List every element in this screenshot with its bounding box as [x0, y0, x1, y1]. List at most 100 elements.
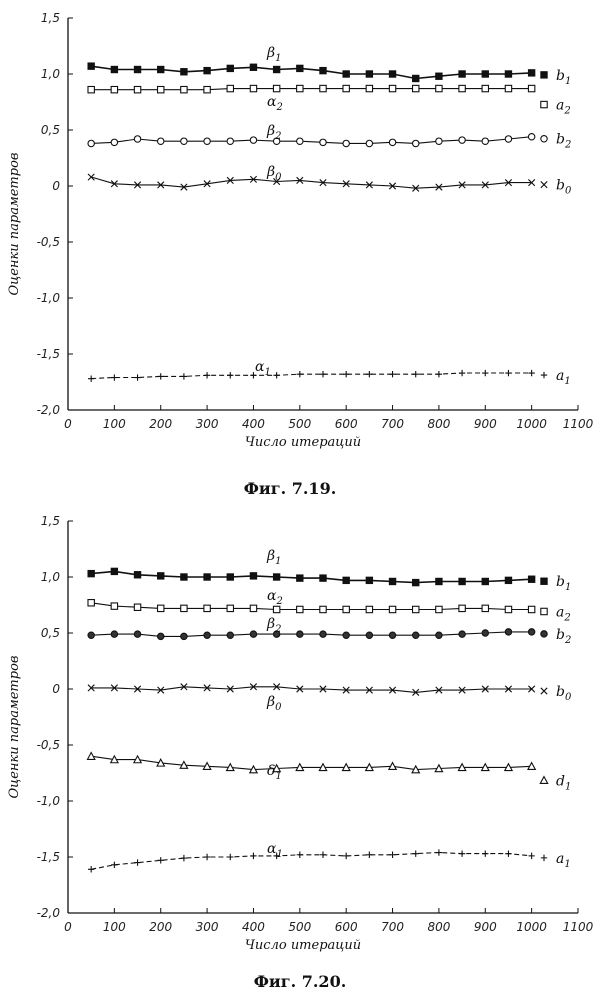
legend-marker-a2: [540, 100, 548, 109]
legend-label-a2: a2: [556, 604, 571, 623]
data-point-a2: [87, 599, 95, 607]
data-point-b1: [249, 63, 258, 71]
data-point-b1: [87, 62, 95, 70]
data-point-b0: [87, 684, 95, 692]
data-point-b0: [342, 180, 350, 188]
data-point-a1: [389, 370, 396, 378]
data-point-b2: [180, 137, 188, 145]
data-point-b2: [527, 132, 536, 141]
series-name-b1: β1: [266, 548, 281, 567]
data-point-b0: [157, 181, 165, 189]
data-point-a2: [504, 84, 513, 93]
data-point-a2: [272, 84, 281, 93]
data-point-b0: [435, 686, 443, 694]
x-tick-label: 1000: [516, 920, 547, 934]
data-point-b2: [272, 630, 281, 638]
data-point-b0: [110, 180, 118, 188]
data-point-b0: [528, 685, 536, 693]
data-point-d1: [503, 762, 514, 772]
legend-label-a1: a1: [556, 851, 571, 870]
data-point-b1: [435, 577, 443, 586]
data-point-a1: [435, 849, 443, 856]
data-point-a2: [203, 85, 211, 94]
figure-caption: Фиг. 7.20.: [254, 972, 347, 991]
y-tick-label: -2,0: [37, 403, 61, 417]
series-b2: β2 b2: [87, 123, 571, 151]
data-point-a1: [203, 372, 211, 379]
data-point-b2: [388, 138, 397, 147]
data-point-b0: [87, 173, 95, 181]
data-point-b1: [249, 572, 258, 580]
data-point-d1: [527, 761, 537, 771]
legend-label-b0: b0: [556, 178, 572, 197]
series-a1: α1 a1: [87, 359, 571, 387]
data-point-a2: [435, 605, 443, 614]
data-point-b0: [388, 182, 397, 190]
legend-label-b1: b1: [556, 68, 571, 87]
data-point-a2: [504, 605, 513, 614]
data-point-b2: [365, 631, 374, 639]
data-point-b0: [319, 179, 327, 187]
data-point-d1: [202, 761, 212, 771]
data-point-b0: [133, 685, 142, 693]
data-point-a1: [342, 852, 350, 860]
data-point-b2: [527, 628, 536, 636]
data-point-b1: [481, 577, 489, 586]
y-tick-label: -2,0: [37, 906, 61, 920]
data-point-b2: [249, 630, 258, 638]
data-point-a1: [458, 369, 466, 377]
y-axis-title: Оценки параметров: [7, 656, 22, 799]
data-point-b0: [226, 176, 234, 184]
data-point-b1: [203, 66, 211, 75]
series-d1: δ1 d1: [86, 751, 571, 792]
data-point-b1: [226, 64, 234, 73]
data-point-a2: [296, 605, 304, 614]
data-point-b0: [342, 686, 350, 694]
data-point-b2: [272, 137, 281, 145]
data-point-d1: [364, 762, 374, 772]
legend-label-d1: d1: [556, 773, 571, 792]
data-point-b0: [319, 685, 327, 693]
data-point-b0: [203, 684, 211, 692]
data-point-b1: [133, 571, 142, 579]
data-point-b2: [133, 630, 142, 638]
x-tick-label: 0: [64, 920, 72, 934]
data-point-a1: [319, 851, 327, 858]
data-point-d1: [341, 762, 351, 772]
legend-label-b2: b2: [556, 132, 571, 151]
legend-marker-b1: [540, 71, 548, 79]
data-point-b2: [319, 630, 327, 638]
data-point-b0: [249, 175, 258, 183]
data-point-b0: [296, 176, 304, 184]
data-point-b0: [412, 688, 420, 696]
series-a1: α1 a1: [87, 841, 571, 873]
series-b2: β2 b2: [87, 616, 571, 646]
data-point-b2: [226, 631, 235, 639]
data-point-a1: [319, 370, 327, 378]
data-point-b1: [481, 70, 489, 78]
data-point-b2: [481, 629, 490, 637]
data-point-b1: [342, 576, 350, 585]
data-point-b0: [365, 181, 373, 189]
data-point-a2: [272, 605, 281, 614]
data-point-b1: [296, 574, 304, 582]
data-point-b2: [411, 631, 420, 639]
data-point-a2: [203, 604, 211, 613]
data-point-a2: [133, 603, 142, 611]
data-point-a1: [111, 374, 118, 381]
data-point-b2: [435, 137, 443, 145]
data-point-b2: [342, 631, 350, 639]
data-point-b2: [458, 136, 466, 144]
x-tick-label: 900: [474, 920, 497, 934]
data-point-b1: [133, 65, 142, 74]
legend-marker-b0: [540, 687, 548, 695]
x-tick-label: 900: [474, 417, 497, 431]
y-tick-label: 0,5: [41, 123, 60, 137]
legend-marker-d1: [539, 775, 549, 785]
data-point-a2: [388, 605, 397, 614]
data-point-d1: [387, 761, 398, 771]
data-point-b1: [504, 70, 513, 78]
data-point-a1: [227, 372, 234, 379]
data-point-a1: [366, 851, 373, 858]
